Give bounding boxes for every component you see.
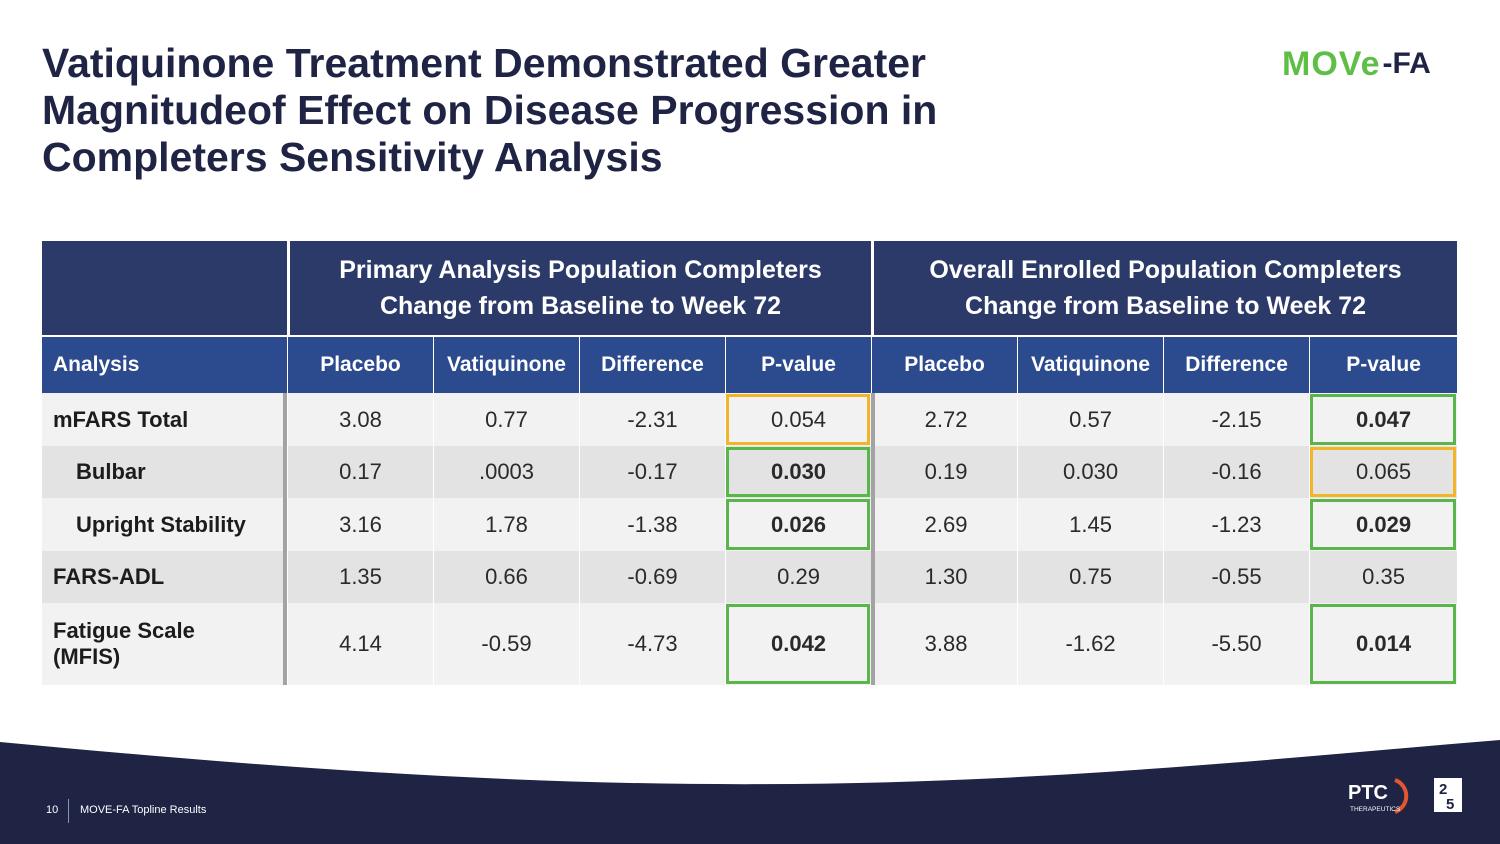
table-cell: -1.62 xyxy=(1017,603,1164,685)
column-header-placebo: Placebo xyxy=(287,335,433,393)
p-value-cell: 0.29 xyxy=(725,551,872,603)
table-cell: 3.08 xyxy=(287,393,433,446)
ptc-logo-anniversary-box xyxy=(1434,778,1462,812)
p-value-cell: 0.029 xyxy=(1309,498,1458,551)
slide-title-line-3: Completers Sensitivity Analysis xyxy=(42,134,663,180)
column-header-difference: Difference xyxy=(579,335,725,393)
ptc-logo-years-top: 2 xyxy=(1439,781,1447,798)
table-row: mFARS Total 3.08 0.77 -2.31 0.054 2.72 0… xyxy=(42,393,1458,446)
table-cell: 1.45 xyxy=(1017,498,1164,551)
move-fa-logo-move: MOVe xyxy=(1282,44,1381,83)
row-label: mFARS Total xyxy=(42,393,287,446)
row-label: Bulbar xyxy=(42,446,287,498)
table-cell: -4.73 xyxy=(579,603,725,685)
table-cell: 3.88 xyxy=(871,603,1018,685)
slide-title-line-1: Vatiquinone Treatment Demonstrated Great… xyxy=(42,40,927,86)
slide-title: Vatiquinone Treatment Demonstrated Great… xyxy=(42,40,1042,181)
table-cell: -0.17 xyxy=(579,446,725,498)
p-value-cell: 0.35 xyxy=(1309,551,1458,603)
table-cell: 0.66 xyxy=(433,551,579,603)
ptc-logo-sub: THERAPEUTICS xyxy=(1350,806,1401,813)
table-row: Upright Stability 3.16 1.78 -1.38 0.026 … xyxy=(42,498,1458,551)
table-cell: 1.78 xyxy=(433,498,579,551)
group-header-primary-line1: Primary Analysis Population Completers xyxy=(339,256,822,284)
page-number: 10 xyxy=(46,804,59,816)
table-row: FARS-ADL 1.35 0.66 -0.69 0.29 1.30 0.75 … xyxy=(42,551,1458,603)
table-cell: -2.31 xyxy=(579,393,725,446)
p-value-cell: 0.026 xyxy=(725,498,872,551)
column-header-vatiquinone: Vatiquinone xyxy=(433,335,579,393)
p-value-cell: 0.030 xyxy=(725,446,872,498)
footer-title: MOVE-FA Topline Results xyxy=(80,804,207,816)
table-cell: -1.38 xyxy=(579,498,725,551)
move-fa-logo-fa: -FA xyxy=(1382,47,1431,80)
row-label-line1: Fatigue Scale xyxy=(53,618,195,643)
table-cell: -0.55 xyxy=(1163,551,1310,603)
table-cell: -0.16 xyxy=(1163,446,1310,498)
results-table: Primary Analysis Population Completers C… xyxy=(42,241,1458,685)
column-header-placebo-overall: Placebo xyxy=(871,335,1018,393)
table-cell: -1.23 xyxy=(1163,498,1310,551)
slide-title-line-2: Magnitudeof Effect on Disease Progressio… xyxy=(42,87,938,133)
column-header-p-value: P-value xyxy=(725,335,872,393)
row-label: FARS-ADL xyxy=(42,551,287,603)
column-header-vatiquinone-overall: Vatiquinone xyxy=(1017,335,1164,393)
group-header-overall-line2: Change from Baseline to Week 72 xyxy=(965,292,1367,320)
ptc-logo-years-bottom: 5 xyxy=(1446,796,1454,813)
footer-wave-shape xyxy=(0,740,1500,844)
table-row: Bulbar 0.17 .0003 -0.17 0.030 0.19 0.030… xyxy=(42,446,1458,498)
row-label: Upright Stability xyxy=(42,498,287,551)
move-fa-logo: MOVe -FA xyxy=(1282,44,1431,84)
footer-divider xyxy=(68,799,69,823)
group-header-overall-line1: Overall Enrolled Population Completers xyxy=(929,256,1402,284)
table-cell: -0.59 xyxy=(433,603,579,685)
row-label-line2: (MFIS) xyxy=(53,644,121,669)
table-cell: -5.50 xyxy=(1163,603,1310,685)
group-header-empty xyxy=(42,241,287,335)
table-cell: .0003 xyxy=(433,446,579,498)
table-cell: 4.14 xyxy=(287,603,433,685)
p-value-cell: 0.042 xyxy=(725,603,872,685)
p-value-cell: 0.065 xyxy=(1309,446,1458,498)
table-cell: 0.77 xyxy=(433,393,579,446)
p-value-cell: 0.047 xyxy=(1309,393,1458,446)
table-cell: 0.75 xyxy=(1017,551,1164,603)
column-header-p-value-overall: P-value xyxy=(1309,335,1458,393)
table-cell: 0.030 xyxy=(1017,446,1164,498)
table-row: Fatigue Scale (MFIS) 4.14 -0.59 -4.73 0.… xyxy=(42,603,1458,685)
table-cell: 3.16 xyxy=(287,498,433,551)
group-header-overall: Overall Enrolled Population Completers C… xyxy=(871,241,1458,335)
table-cell: 2.72 xyxy=(871,393,1018,446)
column-header-difference-overall: Difference xyxy=(1163,335,1310,393)
footer-wave xyxy=(0,740,1500,844)
table-cell: 1.35 xyxy=(287,551,433,603)
ptc-logo-name: PTC xyxy=(1348,782,1388,804)
table-cell: 0.17 xyxy=(287,446,433,498)
ptc-logo: PTC THERAPEUTICS 2 5 xyxy=(1348,778,1462,814)
p-value-cell: 0.014 xyxy=(1309,603,1458,685)
group-header-primary-line2: Change from Baseline to Week 72 xyxy=(379,292,782,320)
row-label: Fatigue Scale (MFIS) xyxy=(42,603,287,685)
table-cell: 2.69 xyxy=(871,498,1018,551)
ptc-logo-arc xyxy=(1394,778,1409,814)
table-cell: -0.69 xyxy=(579,551,725,603)
table-cell: 0.19 xyxy=(871,446,1018,498)
group-header-primary: Primary Analysis Population Completers C… xyxy=(287,241,872,335)
p-value-cell: 0.054 xyxy=(725,393,872,446)
table-cell: 1.30 xyxy=(871,551,1018,603)
table-cell: 0.57 xyxy=(1017,393,1164,446)
table-cell: -2.15 xyxy=(1163,393,1310,446)
column-header-analysis: Analysis xyxy=(42,335,287,393)
